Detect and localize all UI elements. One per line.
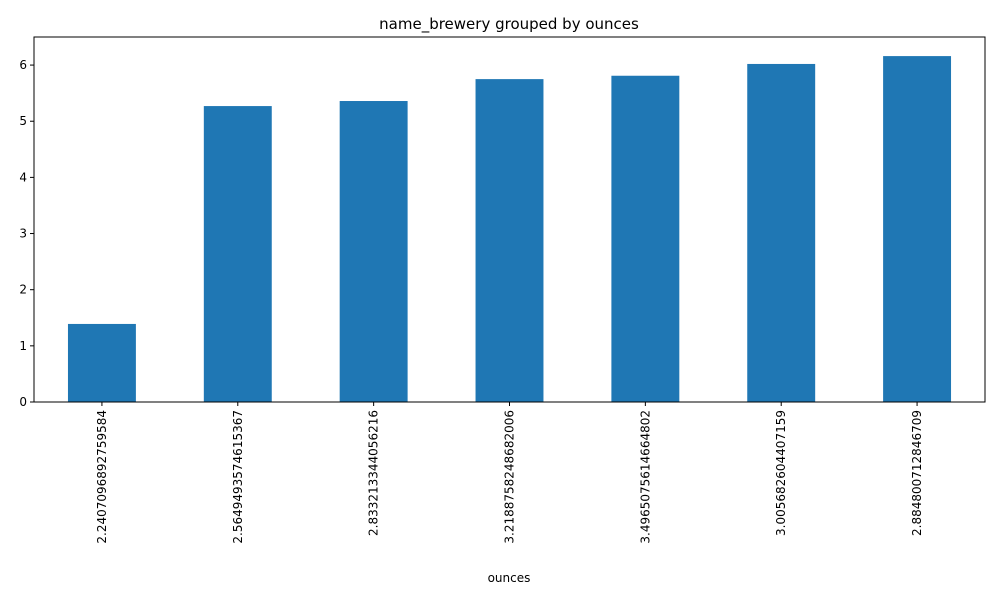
chart-title: name_brewery grouped by ounces [379,15,639,34]
y-tick-label: 3 [19,227,27,241]
y-tick-label: 1 [19,339,27,353]
plot-frame [33,36,986,403]
y-axis: 0 1 2 3 4 5 6 [19,58,34,409]
x-tick-label: 2.833213344056216 [367,410,381,536]
bar [339,101,408,402]
bar [67,323,136,402]
x-axis: 2.2407096892759584 2.5649493574615367 2.83… [95,402,924,544]
x-tick-label: 3.005682604407159 [774,410,788,536]
x-tick-label: 3.4965075614664802 [638,410,652,544]
bars-group [67,56,952,403]
x-axis-label: ounces [488,571,531,585]
bar [747,63,816,402]
y-tick-label: 5 [19,114,27,128]
x-tick-label: 2.2407096892759584 [95,410,109,544]
x-tick-label: 3.2188758248682006 [503,410,517,544]
x-tick-label: 2.5649493574615367 [231,410,245,544]
y-tick-label: 0 [19,395,27,409]
bar [883,56,952,402]
bar [203,106,272,403]
y-tick-label: 2 [19,283,27,297]
bar [475,79,544,402]
bar [611,75,680,402]
y-tick-label: 6 [19,58,27,72]
y-tick-label: 4 [19,170,27,184]
x-tick-label: 2.884800712846709 [910,410,924,536]
